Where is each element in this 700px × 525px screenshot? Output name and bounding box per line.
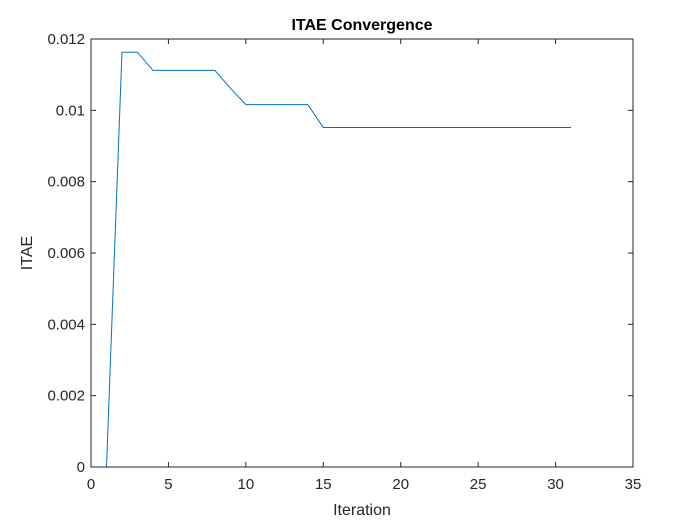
y-tick-label: 0.01 — [56, 102, 85, 119]
x-tick-label: 0 — [87, 476, 95, 493]
axes-box — [90, 38, 634, 468]
x-axis-ticks: 0 5 10 15 20 25 30 35 — [87, 39, 642, 493]
y-tick-label: 0.002 — [47, 388, 85, 405]
y-tick-label: 0.012 — [47, 31, 85, 48]
axes-background — [91, 39, 633, 467]
x-tick-label: 10 — [238, 476, 255, 493]
chart-title: ITAE Convergence — [291, 17, 432, 34]
x-tick-label: 30 — [547, 476, 564, 493]
y-tick-label: 0.006 — [47, 245, 85, 262]
x-tick-label: 20 — [392, 476, 409, 493]
y-axis-label: ITAE — [19, 236, 36, 270]
x-tick-label: 35 — [625, 476, 642, 493]
y-axis-ticks: 0 0.002 0.004 0.006 0.008 0.01 0.012 — [47, 31, 633, 476]
x-axis-label: Iteration — [333, 502, 391, 519]
y-tick-label: 0.008 — [47, 174, 85, 191]
x-tick-label: 5 — [164, 476, 172, 493]
itae-series-line — [105, 51, 572, 468]
y-tick-label: 0.004 — [47, 316, 85, 333]
x-tick-label: 15 — [315, 476, 332, 493]
y-tick-label: 0 — [77, 459, 85, 476]
x-tick-label: 25 — [470, 476, 487, 493]
